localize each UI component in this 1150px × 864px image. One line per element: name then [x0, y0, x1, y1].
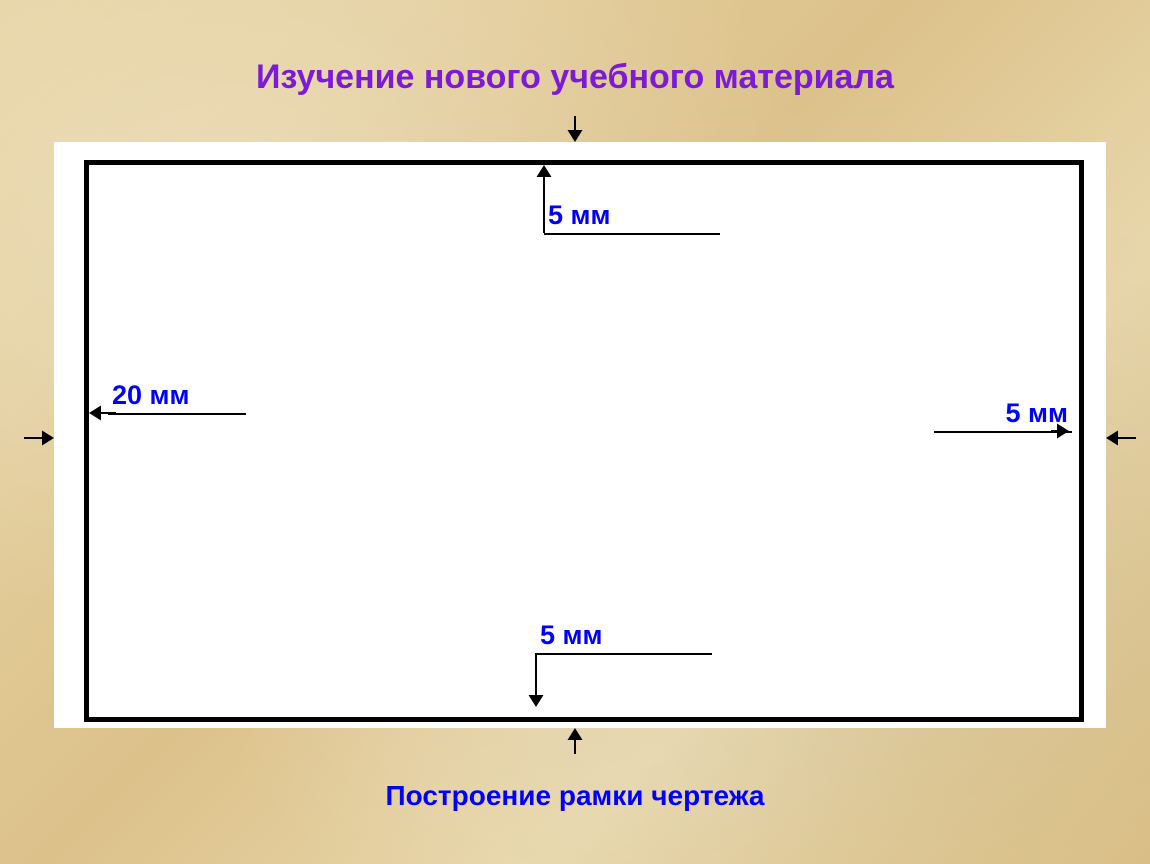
- dim-top-label: 5 мм: [544, 200, 720, 235]
- slide: Изучение нового учебного материала Постр…: [0, 0, 1150, 864]
- dim-bottom-label: 5 мм: [536, 620, 712, 655]
- dim-right-label: 5 мм: [934, 398, 1072, 433]
- slide-subtitle: Построение рамки чертежа: [0, 780, 1150, 812]
- slide-title: Изучение нового учебного материала: [0, 58, 1150, 97]
- dim-left-label: 20 мм: [108, 380, 246, 415]
